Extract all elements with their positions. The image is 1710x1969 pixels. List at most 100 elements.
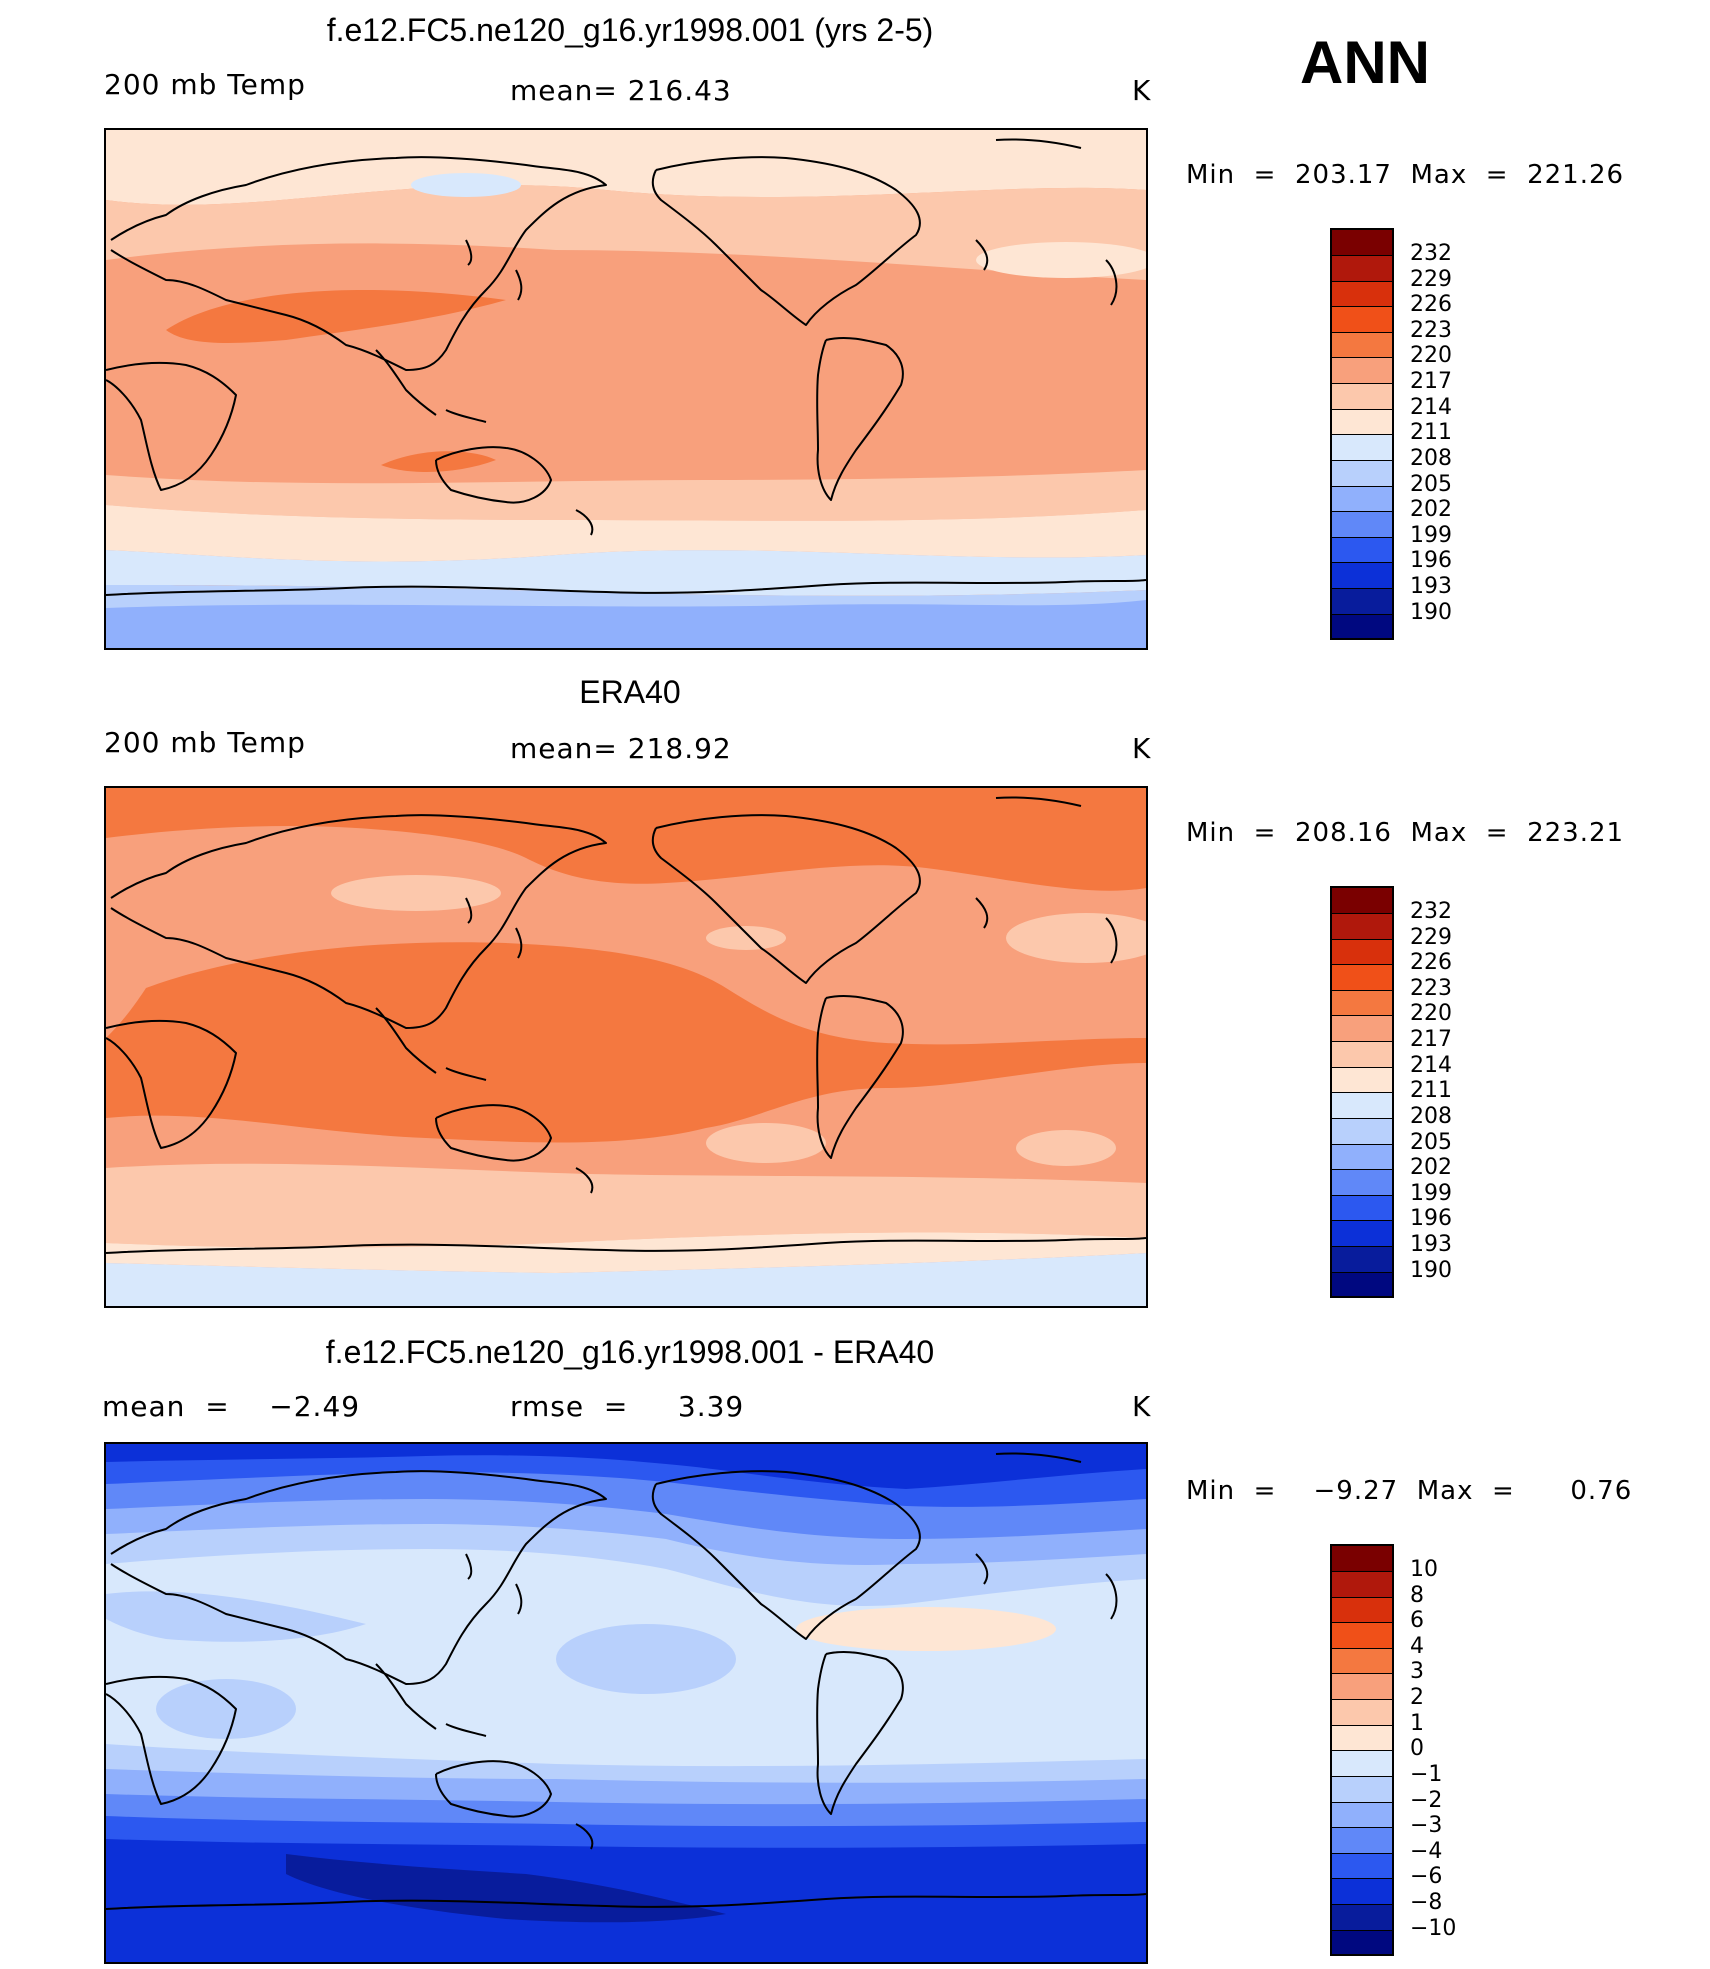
p1-legend-label: 232 (1410, 241, 1452, 266)
p1-legend-label: 229 (1410, 267, 1452, 292)
p2-legend-label: 196 (1410, 1206, 1452, 1231)
panel1-title: f.e12.FC5.ne120_g16.yr1998.001 (yrs 2-5) (326, 12, 934, 48)
p1-legend-label: 190 (1410, 600, 1452, 625)
p3-legend-label: −8 (1410, 1890, 1443, 1915)
p3-legend-label: −10 (1410, 1916, 1457, 1941)
p3-legend-label: 10 (1410, 1557, 1438, 1582)
p2-coast-antarctica (106, 1237, 1146, 1254)
p1-legend-label: 205 (1410, 472, 1452, 497)
p2-legend-label: 232 (1410, 899, 1452, 924)
p2-legend-label: 229 (1410, 925, 1452, 950)
p3-legend-label: 6 (1410, 1608, 1424, 1633)
p3-north-band-5 (106, 1444, 1146, 1489)
p3-swatch (1332, 1854, 1392, 1879)
p2-swatch (1332, 1221, 1392, 1247)
p1-band-antarctic-3 (106, 600, 1146, 648)
p1-legend-label: 223 (1410, 318, 1452, 343)
p1-band-south-light (106, 470, 1146, 521)
panel1-variable-label: 200 mb Temp (104, 68, 306, 101)
p2-coast-islands (465, 796, 1118, 1194)
p3-legend-label: −3 (1410, 1813, 1443, 1838)
p2-coast-se-asia (375, 1007, 487, 1081)
p1-legend-label: 202 (1410, 497, 1452, 522)
p1-swatch (1332, 358, 1392, 384)
p2-coast-eurasia (110, 814, 607, 1029)
p2-pale-south-pacific (706, 1123, 826, 1163)
p2-swatch (1332, 1068, 1392, 1093)
p3-swatch (1332, 1674, 1392, 1700)
p3-swatch (1332, 1803, 1392, 1828)
p3-legend-label: 1 (1410, 1711, 1424, 1736)
panel2-title: ERA40 (579, 674, 681, 710)
p2-swatch (1332, 1145, 1392, 1170)
p2-legend-label: 214 (1410, 1053, 1452, 1078)
p3-coast-islands (465, 1452, 1118, 1850)
p1-pale-spot-atlantic (976, 242, 1146, 278)
p1-coastlines (106, 138, 1146, 596)
p2-band-south-pale (106, 1232, 1146, 1273)
p1-legend-label: 226 (1410, 292, 1452, 317)
p1-cold-spot-arctic (411, 173, 521, 197)
p1-warm-band-asia (166, 290, 506, 343)
p2-coast-australia (435, 1104, 552, 1162)
p2-swatch (1332, 991, 1392, 1016)
p1-swatch (1332, 230, 1392, 256)
p2-coastlines (106, 796, 1146, 1254)
p1-swatch (1332, 282, 1392, 307)
p3-legend-label: 4 (1410, 1634, 1424, 1659)
p1-legend-label: 208 (1410, 446, 1452, 471)
panel1-minmax: Min = 203.17 Max = 221.26 (1186, 160, 1625, 190)
p3-swatch (1332, 1623, 1392, 1649)
panel3-rmse-label: rmse = 3.39 (510, 1390, 745, 1423)
p1-coast-se-asia (375, 349, 487, 423)
p3-swatch (1332, 1905, 1392, 1931)
p1-coast-islands (465, 138, 1118, 536)
p1-legend-label: 199 (1410, 523, 1452, 548)
p1-band-south-pale (106, 505, 1146, 562)
p2-swatch (1332, 1119, 1392, 1145)
panel2-minmax: Min = 208.16 Max = 223.21 (1186, 818, 1625, 848)
p1-coast-eurasia (110, 156, 607, 371)
panel1-units-label: K (1132, 74, 1152, 107)
panel2-mean-label: mean= 218.92 (510, 732, 732, 765)
p3-swatch (1332, 1598, 1392, 1623)
p3-legend-label: 8 (1410, 1583, 1424, 1608)
p1-swatch (1332, 512, 1392, 538)
p1-swatch (1332, 435, 1392, 461)
p1-swatch (1332, 384, 1392, 410)
p3-coast-eurasia (110, 1470, 607, 1685)
p1-legend-label: 211 (1410, 420, 1452, 445)
p3-coast-antarctica (106, 1893, 1146, 1910)
p2-legend-label: 211 (1410, 1078, 1452, 1103)
p2-legend-label: 226 (1410, 950, 1452, 975)
p1-swatch (1332, 589, 1392, 615)
p2-legend-label: 190 (1410, 1258, 1452, 1283)
panel2-colorbar (1330, 886, 1394, 1298)
p1-legend-label: 217 (1410, 369, 1452, 394)
p1-coast-south-america (816, 336, 904, 501)
p3-swatch (1332, 1700, 1392, 1726)
p3-mid-blob-pacific (556, 1624, 736, 1694)
p1-swatch (1332, 615, 1392, 638)
panel3-map (104, 1442, 1148, 1964)
p1-warm-spot-australia (381, 451, 496, 472)
p2-legend-label: 217 (1410, 1027, 1452, 1052)
panel1-map (104, 128, 1148, 650)
p1-swatch (1332, 461, 1392, 487)
panel1-mean-label: mean= 216.43 (510, 74, 732, 107)
p2-warm-north (106, 788, 1146, 891)
p1-legend-label: 193 (1410, 574, 1452, 599)
p1-legend-label: 214 (1410, 395, 1452, 420)
panel3-units-label: K (1132, 1390, 1152, 1423)
p3-swatch (1332, 1726, 1392, 1751)
p2-swatch (1332, 1170, 1392, 1196)
p3-positive-atlantic (796, 1607, 1056, 1651)
p2-pale-siberia (331, 875, 501, 911)
panel3-mean-label: mean = −2.49 (102, 1390, 361, 1423)
panel2-map (104, 786, 1148, 1308)
p2-swatch (1332, 1093, 1392, 1119)
p2-legend-label: 220 (1410, 1001, 1452, 1026)
panel3-title: f.e12.FC5.ne120_g16.yr1998.001 - ERA40 (325, 1334, 935, 1370)
panel3-minmax: Min = −9.27 Max = 0.76 (1186, 1476, 1633, 1506)
p2-coast-africa (106, 1019, 237, 1149)
